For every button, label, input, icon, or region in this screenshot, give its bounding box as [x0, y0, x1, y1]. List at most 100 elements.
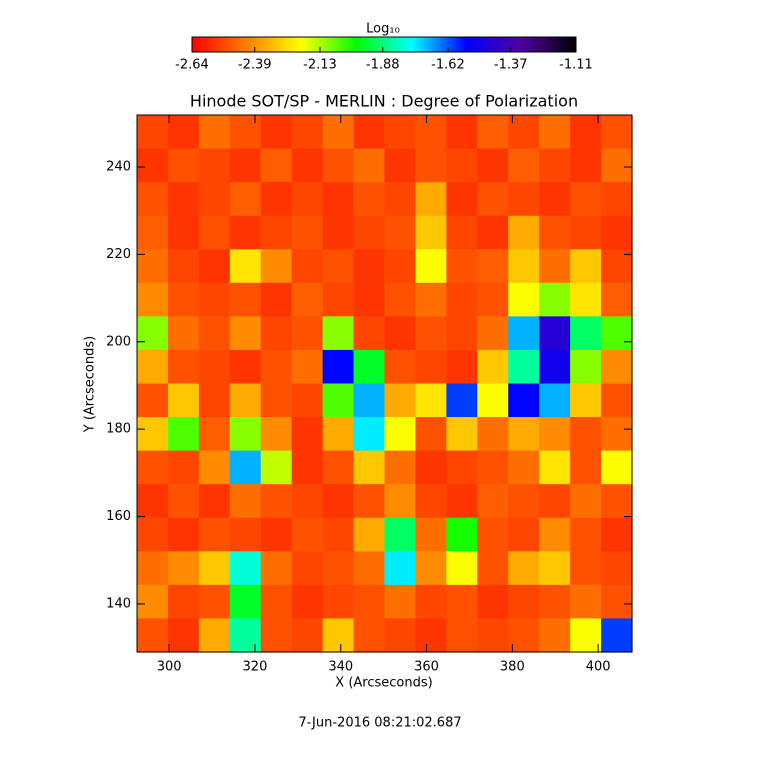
heatmap-cell: [137, 182, 169, 217]
heatmap-cell: [198, 584, 231, 620]
heatmap-cell: [477, 115, 509, 150]
heatmap-cell: [137, 450, 169, 485]
heatmap-cell: [570, 282, 602, 317]
heatmap-cell: [137, 484, 169, 519]
heatmap-cell: [137, 282, 169, 317]
heatmap-cell: [415, 282, 447, 317]
heatmap-cell: [322, 417, 355, 452]
heatmap-cell: [477, 618, 509, 653]
heatmap-cell: [508, 148, 540, 183]
heatmap-cell: [477, 148, 509, 183]
heatmap-cell: [539, 282, 571, 317]
heatmap-cell: [446, 383, 478, 418]
heatmap-cell: [260, 316, 293, 351]
heatmap-cell: [260, 383, 293, 418]
heatmap-cell: [353, 282, 386, 317]
heatmap-cell: [137, 417, 169, 452]
y-tick-label: 160: [106, 509, 131, 524]
heatmap-cell: [601, 249, 633, 284]
heatmap-cell: [291, 618, 324, 653]
heatmap-cell: [477, 417, 509, 452]
heatmap-cell: [570, 148, 602, 183]
heatmap-cell: [291, 584, 324, 620]
colorbar-tick-label: -1.11: [559, 58, 593, 73]
heatmap-cell: [229, 417, 262, 452]
heatmap-cell: [477, 215, 509, 250]
heatmap-cell: [539, 484, 571, 519]
heatmap-cell: [508, 584, 540, 620]
heatmap-cell: [260, 148, 293, 183]
heatmap-cell: [477, 450, 509, 485]
heatmap-cell: [322, 484, 355, 519]
heatmap-cell: [353, 383, 386, 418]
x-tick-label: 380: [500, 660, 525, 675]
heatmap-cell: [446, 349, 478, 385]
x-tick-label: 360: [414, 660, 439, 675]
heatmap-cell: [353, 551, 386, 586]
heatmap-cell: [415, 115, 447, 150]
heatmap-cell: [322, 584, 355, 620]
heatmap-cell: [446, 115, 478, 150]
heatmap-cell: [477, 349, 509, 385]
heatmap-cell: [260, 517, 293, 552]
heatmap-cell: [539, 182, 571, 217]
heatmap-cell: [291, 182, 324, 217]
heatmap-cell: [415, 182, 447, 217]
footer: 7-Jun-2016 08:21:02.687: [298, 716, 461, 731]
heatmap-cell: [415, 551, 447, 586]
heatmap-cell: [322, 249, 355, 284]
heatmap-cell: [570, 383, 602, 418]
heatmap-cell: [601, 148, 633, 183]
heatmap-cell: [570, 584, 602, 620]
heatmap-cell: [137, 148, 169, 183]
heatmap-cell: [415, 484, 447, 519]
heatmap-cell: [508, 349, 540, 385]
heatmap-cell: [167, 417, 200, 452]
heatmap-cell: [198, 148, 231, 183]
heatmap-cell: [415, 215, 447, 250]
y-tick-label: 240: [106, 159, 131, 174]
heatmap-cell: [353, 584, 386, 620]
heatmap-cell: [415, 383, 447, 418]
heatmap-cell: [260, 618, 293, 653]
heatmap-cell: [198, 349, 231, 385]
heatmap-cell: [353, 215, 386, 250]
heatmap-cell: [353, 450, 386, 485]
heatmap-cell: [353, 618, 386, 653]
x-tick-label: 300: [157, 660, 182, 675]
heatmap-cell: [167, 551, 200, 586]
heatmap-cell: [291, 148, 324, 183]
heatmap-cell: [477, 249, 509, 284]
heatmap-cell: [446, 215, 478, 250]
heatmap-cell: [508, 115, 540, 150]
heatmap-cell: [539, 148, 571, 183]
heatmap-cell: [508, 282, 540, 317]
heatmap-cell: [291, 316, 324, 351]
heatmap-cell: [137, 249, 169, 284]
heatmap-cell: [229, 349, 262, 385]
heatmap-cell: [167, 316, 200, 351]
heatmap-cell: [198, 316, 231, 351]
heatmap-cell: [415, 584, 447, 620]
heatmap-cell: [539, 215, 571, 250]
heatmap-cell: [167, 282, 200, 317]
heatmap-cell: [322, 215, 355, 250]
heatmap-cell: [539, 584, 571, 620]
heatmap-cell: [291, 249, 324, 284]
heatmap-cell: [198, 215, 231, 250]
heatmap-cell: [539, 517, 571, 552]
heatmap-cell: [570, 349, 602, 385]
y-tick-label: 220: [106, 247, 131, 262]
heatmap-cell: [539, 417, 571, 452]
heatmap-cell: [415, 450, 447, 485]
heatmap-cell: [229, 584, 262, 620]
heatmap-cell: [384, 215, 417, 250]
chart-title: Hinode SOT/SP - MERLIN : Degree of Polar…: [190, 92, 578, 111]
heatmap-cell: [291, 450, 324, 485]
heatmap-cell: [229, 115, 262, 150]
heatmap-cell: [137, 517, 169, 552]
heatmap-cell: [167, 383, 200, 418]
heatmap-cell: [167, 450, 200, 485]
heatmap-cell: [137, 215, 169, 250]
heatmap-cell: [446, 517, 478, 552]
